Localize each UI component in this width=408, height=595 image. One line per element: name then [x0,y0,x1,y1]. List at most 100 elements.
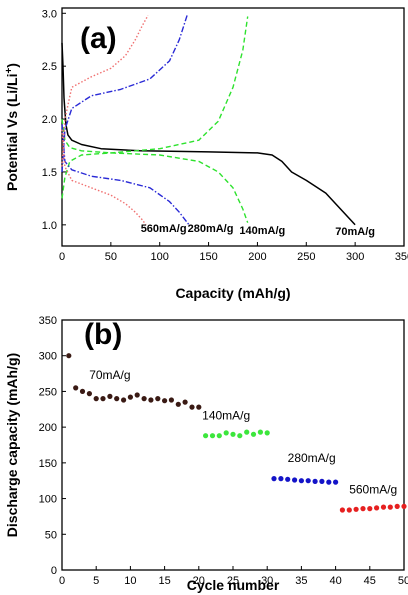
point-140ma-g [216,433,222,439]
point-70ma-g [134,392,140,398]
chart-a-ylabel: Potential Vs (Li/Li+) [4,63,20,191]
point-70ma-g [148,397,154,403]
point-560ma-g [353,506,359,512]
point-70ma-g [141,396,147,402]
point-560ma-g [360,506,366,512]
annotation-70ma-g: 70mA/g [89,368,130,382]
chart-b-xtick-label: 20 [193,575,205,587]
series-280ma-g-charge-line [61,15,188,173]
point-280ma-g [298,478,304,484]
chart-b-xtick-label: 25 [227,575,239,587]
point-280ma-g [312,478,318,484]
annotation-560ma-g: 560mA/g [349,482,397,496]
point-140ma-g [209,433,216,439]
point-560ma-g [401,503,407,509]
chart-a-xtick-label: 150 [199,251,217,263]
point-70ma-g [162,398,168,404]
point-280ma-g [319,478,325,484]
chart-b-ytick-label: 250 [39,386,57,398]
point-70ma-g [86,391,92,397]
point-280ma-g [292,477,298,483]
point-140ma-g [244,429,250,435]
point-140ma-g [237,433,243,439]
chart-b-ytick-label: 300 [39,351,57,363]
point-70ma-g [79,388,86,394]
point-280ma-g [271,476,277,482]
chart-b-xtick-label: 35 [295,575,307,587]
point-70ma-g [114,396,120,402]
chart-a-panel-label: (a) [80,22,117,55]
chart-a-ytick-label: 3.0 [42,8,57,20]
series-140ma-g-charge-line [61,16,249,199]
chart-b-xtick-label: 45 [364,575,376,587]
annotation-280ma-g: 280mA/g [288,451,336,465]
point-70ma-g [127,394,133,400]
point-70ma-g [196,404,202,410]
chart-b-ticks: 0 5 10 15 20 25 30 35 40 45 50 0 50 100 150 200 250 300 35… [39,315,408,587]
chart-a-xtick-label: 100 [151,251,169,263]
chart-b-frame [61,319,405,571]
point-140ma-g [203,433,209,439]
chart-a-annotations: 560mA/g 280mA/g 140mA/g 70mA/g [141,223,375,238]
chart-b-panel-label: (b) [84,318,122,351]
point-560ma-g [367,506,373,512]
chart-b-xtick-label: 50 [398,575,408,587]
point-560ma-g [380,504,387,510]
chart-a-xtick-label: 0 [59,251,65,263]
annotation-140ma-g: 140mA/g [202,409,250,423]
chart-b-ytick-label: 0 [51,565,57,577]
chart-a-xtick-label: 200 [248,251,266,263]
series-280ma-g-discharge-line [61,124,190,226]
point-560ma-g [339,507,345,513]
point-280ma-g [285,476,291,482]
chart-a-ytick-label: 2.0 [42,114,57,126]
chart-a-ylabel-main: Potential Vs (Li/Li [4,74,20,191]
chart-a-xtick-label: 350 [395,251,408,263]
chart-a-ylabel-close: ) [4,63,20,68]
chart-b-ytick-label: 200 [39,422,57,434]
annotation-280ma-g: 280mA/g [188,223,234,235]
chart-a-series-group [61,15,356,226]
point-560ma-g [394,503,400,509]
point-140ma-g [257,429,263,435]
chart-a-xlabel: Capacity (mAh/g) [175,285,290,301]
chart-b-xtick-label: 5 [93,575,99,587]
chart-a-ytick-label: 2.5 [42,61,57,73]
point-70ma-g [73,385,79,391]
annotation-560ma-g: 560mA/g [141,223,187,235]
point-140ma-g [264,430,270,436]
chart-b-xtick-label: 0 [59,575,65,587]
chart-b-xlabel: Cycle number [187,577,280,593]
point-70ma-g [107,393,113,399]
series-560ma-g-discharge-line [61,129,147,226]
point-70ma-g [168,397,174,403]
point-280ma-g [305,478,311,484]
chart-b-ytick-label: 100 [39,494,57,506]
chart-b-xtick-label: 15 [158,575,170,587]
chart-b-ytick-label: 350 [39,315,57,327]
chart-b-xtick-label: 10 [124,575,136,587]
point-140ma-g [230,431,236,437]
chart-b-annotations: 70mA/g 140mA/g 280mA/g 560mA/g [89,368,397,496]
series-560ma-g-charge-line [61,15,149,167]
chart-b-xtick-label: 40 [329,575,341,587]
point-70ma-g [66,353,72,359]
point-70ma-g [121,397,127,403]
point-70ma-g [189,404,195,410]
point-280ma-g [326,479,332,485]
chart-b-ytick-label: 50 [45,529,57,541]
point-70ma-g [182,399,188,405]
series-70ma-g-discharge-line [61,42,356,226]
chart-b-series-group [66,353,407,513]
annotation-70ma-g: 70mA/g [335,226,375,238]
chart-a-xtick-label: 50 [105,251,117,263]
point-140ma-g [223,430,229,436]
chart-a: 0 50 100 150 200 250 300 350 1.0 1.5 2.0 2.5 3.0 560… [4,7,408,301]
point-560ma-g [387,504,393,510]
point-140ma-g [250,431,257,437]
annotation-140ma-g: 140mA/g [239,225,285,237]
chart-b-xtick-label: 30 [261,575,273,587]
chart-a-ylabel-superscript: + [4,68,15,74]
chart-a-ytick-label: 1.5 [42,167,57,179]
